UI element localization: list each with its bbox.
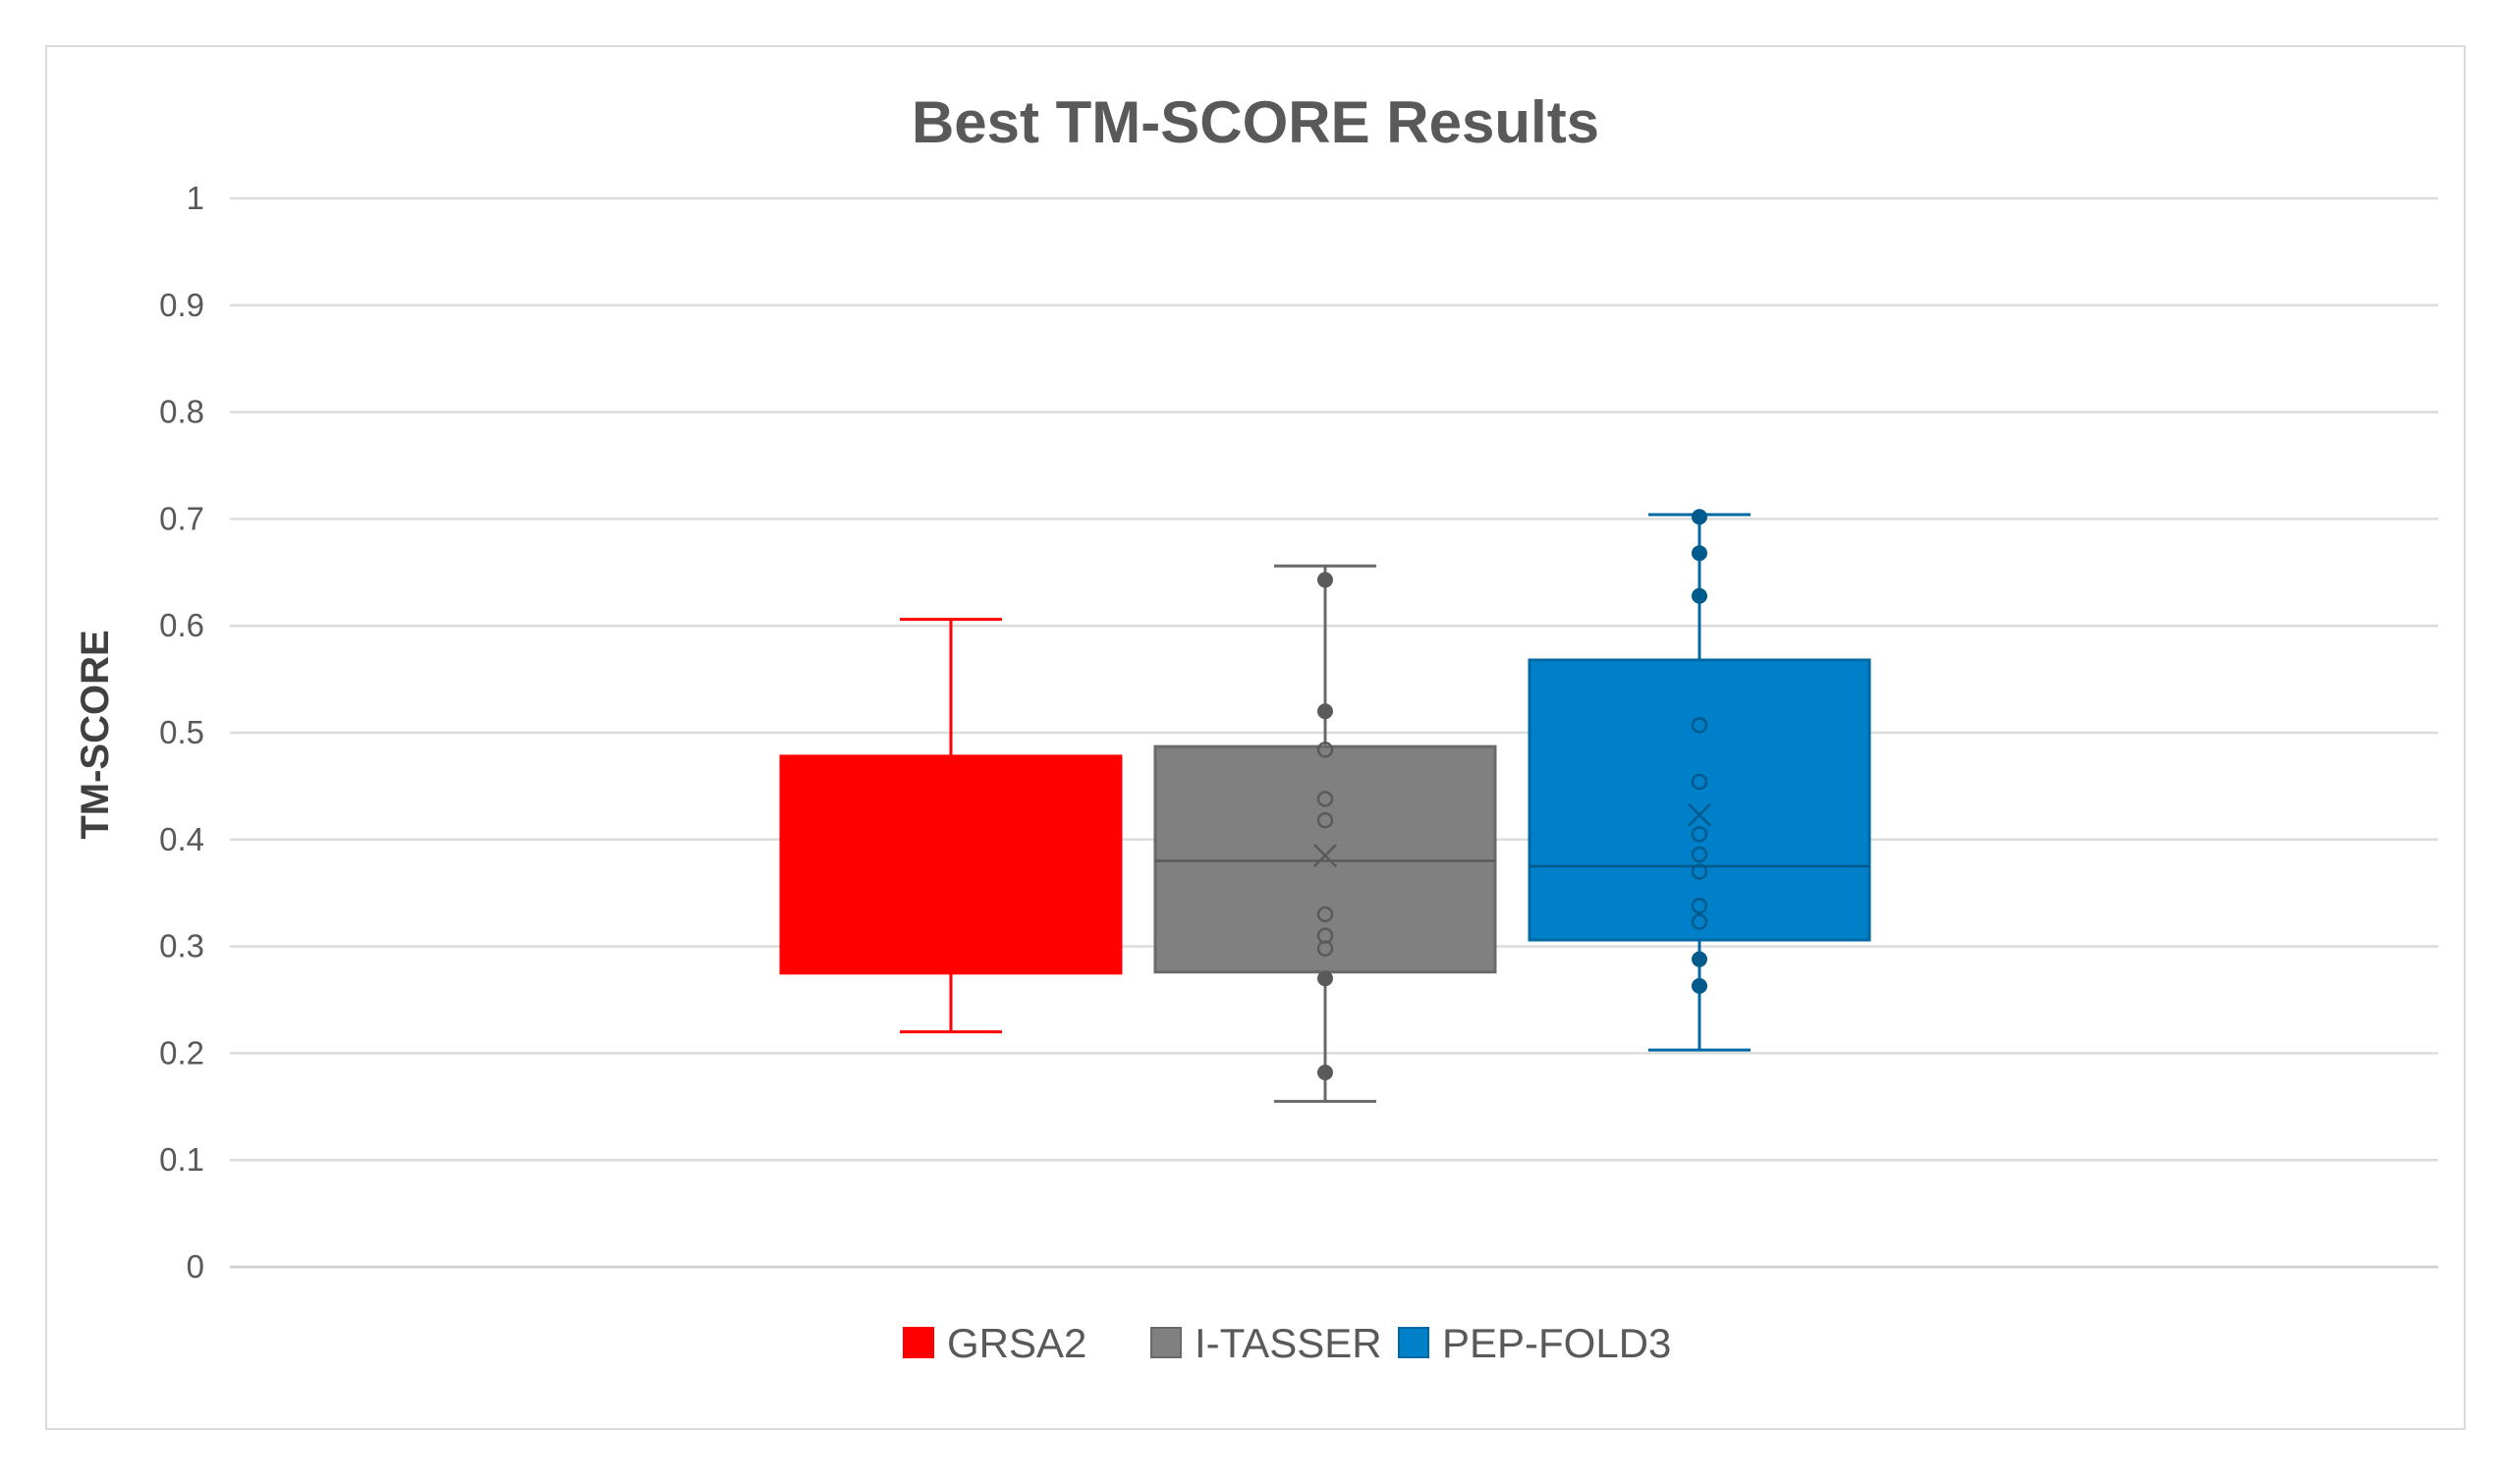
y-tick-label: 0.1: [159, 1141, 204, 1178]
y-tick-label: 0.4: [159, 821, 204, 857]
box-series: [779, 509, 1871, 1103]
data-point: [1691, 773, 1708, 791]
y-tick-label: 0.9: [159, 287, 204, 323]
data-point: [1692, 951, 1707, 967]
data-point: [1691, 717, 1708, 734]
chart-title: Best TM-SCORE Results: [912, 89, 1599, 155]
data-point: [1691, 863, 1708, 880]
data-point: [1691, 846, 1708, 863]
legend-swatch: [1150, 1327, 1182, 1358]
data-point: [1691, 913, 1708, 930]
interquartile-box: [1153, 744, 1497, 974]
data-point: [1316, 811, 1334, 829]
data-point: [1317, 970, 1333, 987]
gridlines: [230, 196, 2438, 1269]
y-tick-label: 0.7: [159, 500, 204, 536]
y-tick-label: 0.6: [159, 607, 204, 643]
legend-swatch: [1398, 1327, 1429, 1358]
y-tick-label: 0.5: [159, 714, 204, 750]
legend-item-pep-fold3: PEP-FOLD3: [1398, 1320, 1671, 1366]
data-point: [1692, 977, 1707, 994]
y-tick-label: 0.2: [159, 1034, 204, 1071]
legend-label: PEP-FOLD3: [1442, 1320, 1671, 1366]
y-tick-label: 0.3: [159, 928, 204, 964]
data-point: [1692, 545, 1707, 562]
interquartile-box: [1528, 658, 1871, 942]
legend-item-i-tasser: I-TASSER: [1150, 1320, 1382, 1366]
data-point: [1692, 509, 1707, 525]
box-grsa2: [779, 618, 1123, 1034]
data-point: [1316, 940, 1334, 958]
data-point: [1317, 1064, 1333, 1080]
y-tick-label: 0: [187, 1248, 204, 1285]
legend: GRSA2 I-TASSER PEP-FOLD3: [903, 1320, 1671, 1366]
data-point: [1317, 572, 1333, 588]
interquartile-box: [779, 754, 1123, 975]
data-point: [1691, 898, 1708, 914]
y-axis-title: TM-SCORE: [74, 630, 117, 839]
mean-marker: [1313, 844, 1337, 868]
data-point: [1691, 826, 1708, 843]
data-point: [1692, 587, 1707, 604]
box-plot-chart: Best TM-SCORE Results 0 0.1 0.2 0.3 0.4 0.5 0.…: [74, 89, 2438, 1366]
legend-swatch: [903, 1327, 934, 1358]
box-i-tasser: [1153, 564, 1497, 1103]
box-pep-fold3: [1528, 509, 1871, 1052]
legend-label: I-TASSER: [1195, 1320, 1382, 1366]
legend-label: GRSA2: [947, 1320, 1086, 1366]
legend-item-grsa2: GRSA2: [903, 1320, 1086, 1366]
mean-marker: [1688, 802, 1711, 827]
data-point: [1316, 791, 1334, 807]
y-tick-label: 1: [187, 180, 204, 216]
chart-frame: Best TM-SCORE Results 0 0.1 0.2 0.3 0.4 0.5 0.…: [45, 45, 2466, 1430]
data-point: [1316, 742, 1334, 758]
data-point: [1316, 906, 1334, 923]
data-point: [1317, 703, 1333, 720]
y-tick-label: 0.8: [159, 394, 204, 430]
y-axis-tick-labels: 0 0.1 0.2 0.3 0.4 0.5 0.6 0.7 0.8 0.9 1: [159, 180, 204, 1285]
